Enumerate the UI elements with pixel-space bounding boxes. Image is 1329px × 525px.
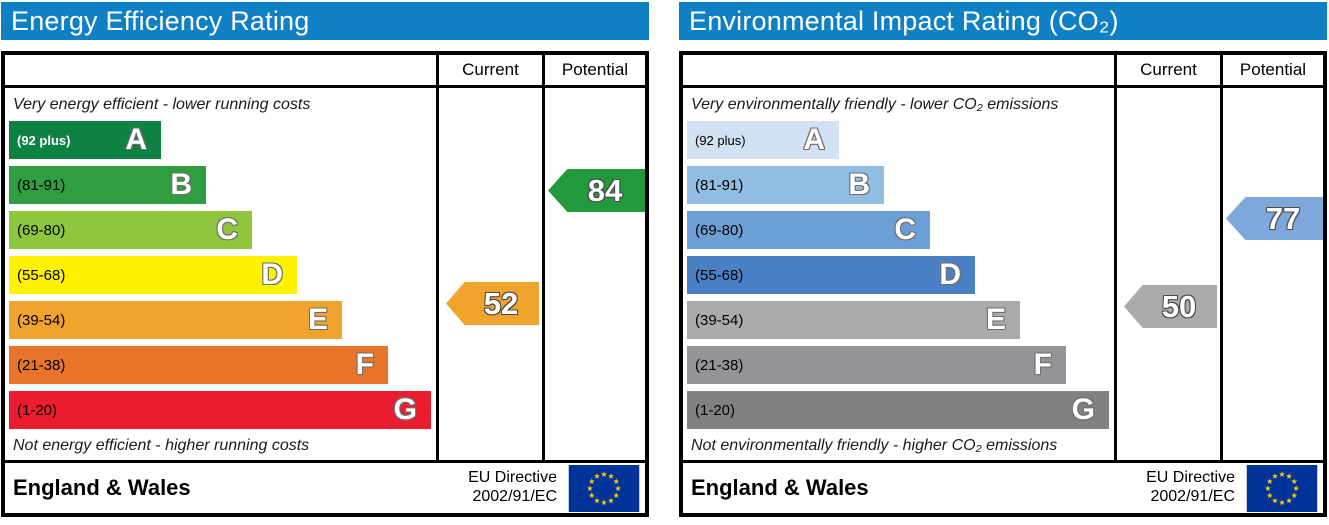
potential-column-header: Potential <box>1220 55 1323 85</box>
energy-table-footer-row: England & Wales EU Directive 2002/91/EC <box>5 460 645 513</box>
band-letter: D <box>939 258 961 291</box>
energy-potential-rating-arrow: 84 <box>548 169 645 212</box>
environmental-current-value: 50 <box>1161 288 1197 324</box>
potential-column-header: Potential <box>542 55 645 85</box>
environmental-impact-panel: Environmental Impact Rating (CO₂) Curren… <box>679 2 1327 517</box>
energy-potential-value: 84 <box>587 172 623 208</box>
current-column-header: Current <box>1114 55 1220 85</box>
energy-band-row-e: (39-54) E <box>9 301 342 339</box>
band-letter: C <box>216 213 238 246</box>
energy-band-row-c: (69-80) C <box>9 211 252 249</box>
environmental-band-row-e: (39-54) E <box>687 301 1020 339</box>
band-letter: C <box>894 213 916 246</box>
band-range-label: (92 plus) <box>17 132 71 148</box>
environmental-table-header-row: Current Potential <box>683 55 1323 88</box>
band-letter: F <box>1033 348 1052 381</box>
energy-efficiency-panel: Energy Efficiency Rating Current Potenti… <box>1 2 649 517</box>
band-letter: A <box>803 123 825 156</box>
eu-directive-line2: 2002/91/EC <box>1150 488 1235 505</box>
current-column-header: Current <box>436 55 542 85</box>
header-spacer <box>683 55 1114 85</box>
band-letter: E <box>985 303 1006 336</box>
band-letter: G <box>1071 393 1095 426</box>
environmental-potential-column: 77 <box>1220 88 1323 460</box>
environmental-band-row-f: (21-38) F <box>687 346 1066 384</box>
environmental-band-row-g: (1-20) G <box>687 391 1109 429</box>
band-letter: F <box>355 348 374 381</box>
band-range-label: (92 plus) <box>695 132 746 148</box>
energy-band-row-d: (55-68) D <box>9 256 297 294</box>
band-range-label: (69-80) <box>17 221 66 239</box>
band-letter: D <box>261 258 283 291</box>
region-label: England & Wales <box>13 475 191 500</box>
environmental-current-column: 50 <box>1114 88 1220 460</box>
environmental-bottom-caption: Not environmentally friendly - higher CO… <box>691 437 1058 454</box>
band-range-label: (1-20) <box>17 401 58 419</box>
energy-current-column: 52 <box>436 88 542 460</box>
energy-current-rating-arrow: 52 <box>446 282 539 325</box>
eu-directive-line1: EU Directive <box>468 469 557 487</box>
band-range-label: (69-80) <box>695 221 744 239</box>
eu-directive-line2: 2002/91/EC <box>472 488 557 505</box>
eu-flag-icon <box>568 464 640 512</box>
environmental-potential-rating-arrow: 77 <box>1226 197 1323 240</box>
band-range-label: (55-68) <box>695 266 744 284</box>
environmental-top-caption: Very environmentally friendly - lower CO… <box>691 96 1059 113</box>
eu-directive-label: EU Directive 2002/91/EC <box>468 469 557 507</box>
band-range-label: (55-68) <box>17 266 66 284</box>
band-letter: G <box>393 393 417 426</box>
energy-potential-column: 84 <box>542 88 645 460</box>
energy-band-row-b: (81-91) B <box>9 166 206 204</box>
environmental-band-row-a: (92 plus) A <box>687 121 839 159</box>
band-letter: E <box>307 303 328 336</box>
environmental-rating-table: Current Potential Very environmentally f… <box>679 51 1327 517</box>
environmental-band-chart: Very environmentally friendly - lower CO… <box>683 88 1114 460</box>
band-letter: B <box>848 168 870 201</box>
environmental-band-row-b: (81-91) B <box>687 166 884 204</box>
environmental-table-footer-row: England & Wales EU Directive 2002/91/EC <box>683 460 1323 513</box>
header-spacer <box>5 55 436 85</box>
energy-rating-table: Current Potential Very energy efficient … <box>1 51 649 517</box>
energy-bottom-caption: Not energy efficient - higher running co… <box>13 437 310 454</box>
region-label: England & Wales <box>691 475 869 500</box>
eu-flag-icon <box>1246 464 1318 512</box>
energy-panel-title: Energy Efficiency Rating <box>1 2 649 40</box>
band-range-label: (39-54) <box>695 311 744 329</box>
energy-band-row-a: (92 plus) A <box>9 121 161 159</box>
environmental-potential-value: 77 <box>1265 200 1301 236</box>
environmental-current-rating-arrow: 50 <box>1124 285 1217 328</box>
band-range-label: (81-91) <box>695 176 744 194</box>
eu-directive-label: EU Directive 2002/91/EC <box>1146 469 1235 507</box>
energy-band-chart: Very energy efficient - lower running co… <box>5 88 436 460</box>
band-range-label: (21-38) <box>695 356 744 374</box>
energy-band-row-f: (21-38) F <box>9 346 388 384</box>
environmental-table-body: Very environmentally friendly - lower CO… <box>683 88 1323 460</box>
environmental-band-row-c: (69-80) C <box>687 211 930 249</box>
band-range-label: (81-91) <box>17 176 66 194</box>
energy-top-caption: Very energy efficient - lower running co… <box>13 96 311 113</box>
eu-directive-line1: EU Directive <box>1146 469 1235 487</box>
band-letter: A <box>125 123 147 156</box>
energy-band-row-g: (1-20) G <box>9 391 431 429</box>
band-range-label: (39-54) <box>17 311 66 329</box>
environmental-band-row-d: (55-68) D <box>687 256 975 294</box>
energy-table-header-row: Current Potential <box>5 55 645 88</box>
band-range-label: (21-38) <box>17 356 66 374</box>
band-range-label: (1-20) <box>695 401 736 419</box>
band-letter: B <box>170 168 192 201</box>
energy-table-body: Very energy efficient - lower running co… <box>5 88 645 460</box>
energy-current-value: 52 <box>483 285 519 321</box>
environmental-panel-title: Environmental Impact Rating (CO₂) <box>679 2 1327 40</box>
